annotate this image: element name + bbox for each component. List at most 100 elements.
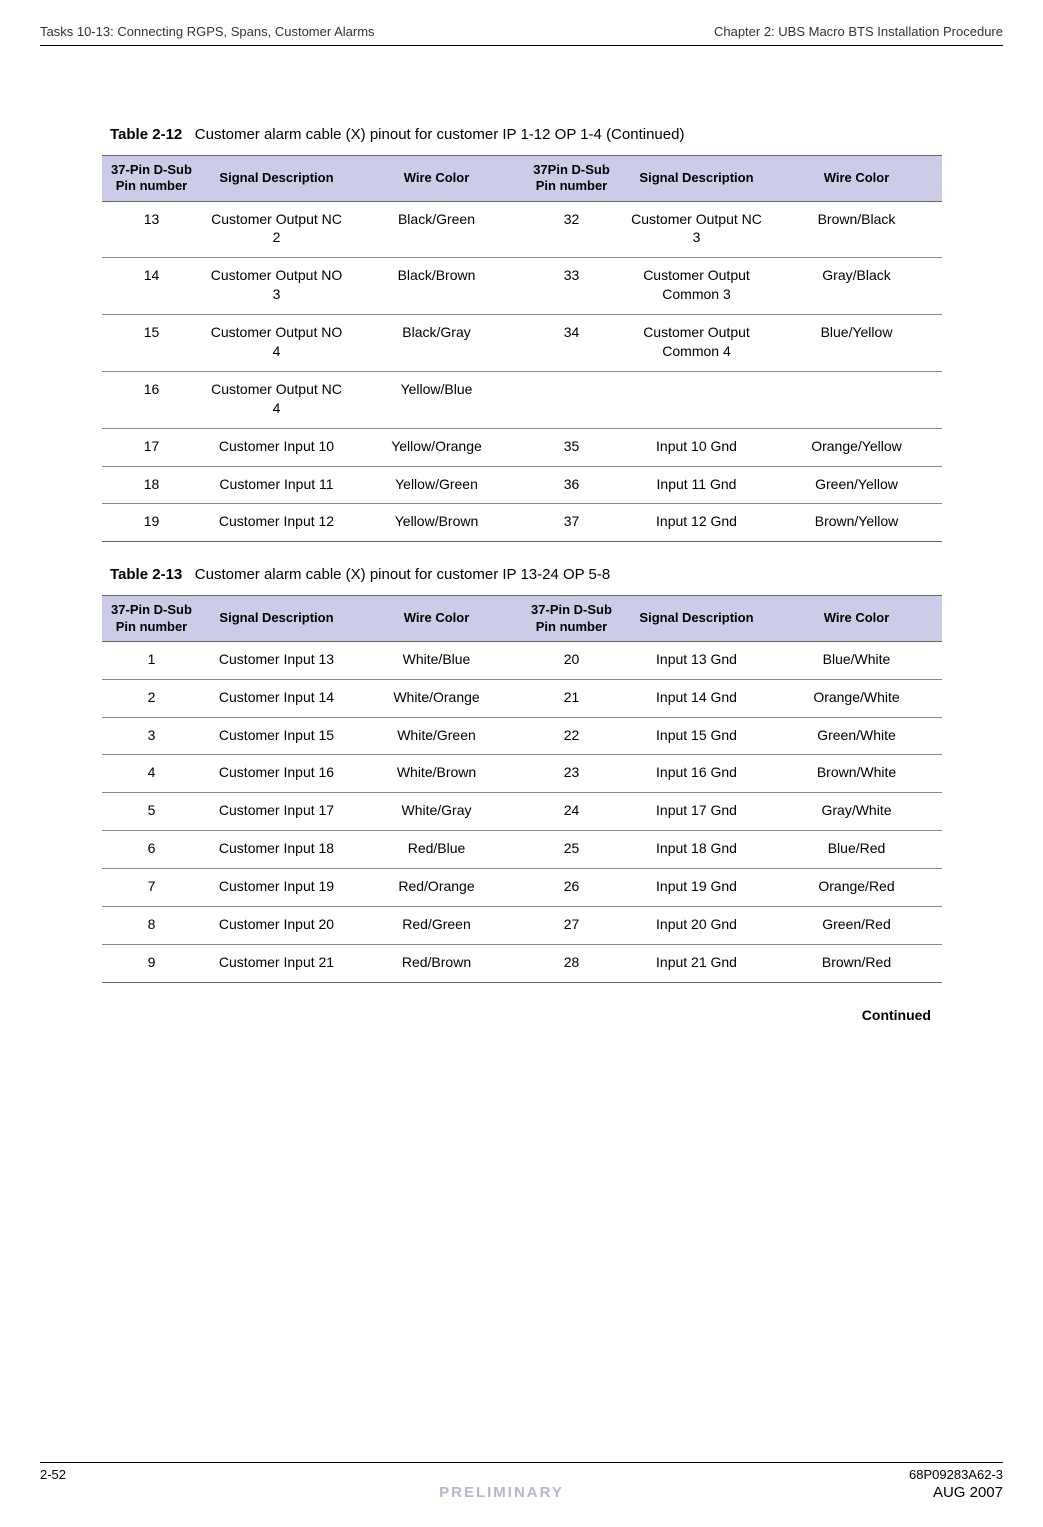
table-cell: Input 20 Gnd [622,907,772,945]
table-cell: Customer Output NC 3 [622,201,772,258]
table-row: 15Customer Output NO 4Black/Gray34Custom… [102,315,942,372]
table-cell: Input 17 Gnd [622,793,772,831]
footer-doc-number: 68P09283A62-3 [909,1467,1003,1482]
table-cell: Orange/Red [772,869,942,907]
table-cell: Red/Brown [352,944,522,982]
table-cell: Customer Input 15 [202,717,352,755]
table-2-12-header-row: 37-Pin D-Sub Pin number Signal Descripti… [102,156,942,202]
page-header: Tasks 10-13: Connecting RGPS, Spans, Cus… [40,24,1003,39]
table-row: 8Customer Input 20Red/Green27Input 20 Gn… [102,907,942,945]
table-cell: Customer Input 19 [202,869,352,907]
table-cell: Customer Input 20 [202,907,352,945]
table-cell: Customer Output Common 4 [622,315,772,372]
table-2-13-caption: Table 2-13 Customer alarm cable (X) pino… [110,566,1003,583]
table-cell: 34 [522,315,622,372]
th-sig-a: Signal Description [202,156,352,202]
th-color-b2: Wire Color [772,596,942,642]
table-cell: Input 14 Gnd [622,679,772,717]
table-cell: 16 [102,371,202,428]
table-cell: 3 [102,717,202,755]
footer-preliminary: PRELIMINARY [120,1484,883,1501]
continued-label: Continued [40,1007,931,1023]
table-cell: White/Orange [352,679,522,717]
table-row: 13Customer Output NC 2Black/Green32Custo… [102,201,942,258]
table-cell: Green/Yellow [772,466,942,504]
table-cell: Input 11 Gnd [622,466,772,504]
table-cell: Blue/White [772,641,942,679]
table-2-12-caption: Table 2-12 Customer alarm cable (X) pino… [110,126,1003,143]
table-cell: 20 [522,641,622,679]
table-row: 6Customer Input 18Red/Blue25Input 18 Gnd… [102,831,942,869]
table-cell: 33 [522,258,622,315]
table-cell: 23 [522,755,622,793]
footer-date: AUG 2007 [883,1484,1003,1501]
table-cell [522,371,622,428]
table-row: 2Customer Input 14White/Orange21Input 14… [102,679,942,717]
table-cell: 9 [102,944,202,982]
table-cell: White/Green [352,717,522,755]
table-cell: 2 [102,679,202,717]
table-cell: Customer Input 13 [202,641,352,679]
header-right: Chapter 2: UBS Macro BTS Installation Pr… [714,24,1003,39]
table-cell: Yellow/Orange [352,428,522,466]
table-cell: Input 10 Gnd [622,428,772,466]
table-cell: Input 12 Gnd [622,504,772,542]
table-cell: Customer Input 10 [202,428,352,466]
table-cell: Brown/White [772,755,942,793]
table-cell: Input 21 Gnd [622,944,772,982]
table-cell: Black/Green [352,201,522,258]
th-pin-a: 37-Pin D-Sub Pin number [102,156,202,202]
th-pin-a2: 37-Pin D-Sub Pin number [102,596,202,642]
table-cell: 19 [102,504,202,542]
table-cell: Customer Output NO 4 [202,315,352,372]
table-cell: Orange/White [772,679,942,717]
table-cell: Customer Input 14 [202,679,352,717]
table-cell: 18 [102,466,202,504]
table-row: 5Customer Input 17White/Gray24Input 17 G… [102,793,942,831]
footer-page-number: 2-52 [40,1467,66,1482]
table-cell: 5 [102,793,202,831]
table-cell: Input 16 Gnd [622,755,772,793]
table-cell: Black/Gray [352,315,522,372]
table-row: 7Customer Input 19Red/Orange26Input 19 G… [102,869,942,907]
table-row: 1Customer Input 13White/Blue20Input 13 G… [102,641,942,679]
table-cell: Customer Output NC 2 [202,201,352,258]
table-cell: Input 13 Gnd [622,641,772,679]
table-2-12: 37-Pin D-Sub Pin number Signal Descripti… [102,155,942,542]
table-cell: Yellow/Blue [352,371,522,428]
header-rule [40,45,1003,46]
table-cell: 4 [102,755,202,793]
table-cell: Customer Output Common 3 [622,258,772,315]
table-cell: 37 [522,504,622,542]
table-cell: Blue/Yellow [772,315,942,372]
table-cell: 13 [102,201,202,258]
table-cell: 15 [102,315,202,372]
table-cell: White/Blue [352,641,522,679]
table-cell: Input 19 Gnd [622,869,772,907]
table-row: 18Customer Input 11Yellow/Green36Input 1… [102,466,942,504]
table-2-12-title: Customer alarm cable (X) pinout for cust… [195,126,685,143]
table-cell: 21 [522,679,622,717]
table-cell: Customer Input 18 [202,831,352,869]
table-row: 4Customer Input 16White/Brown23Input 16 … [102,755,942,793]
table-cell: Red/Orange [352,869,522,907]
table-2-12-label: Table 2-12 [110,126,182,143]
table-cell: Customer Output NC 4 [202,371,352,428]
th-color-a2: Wire Color [352,596,522,642]
table-row: 16Customer Output NC 4Yellow/Blue [102,371,942,428]
header-left: Tasks 10-13: Connecting RGPS, Spans, Cus… [40,24,375,39]
table-2-13: 37-Pin D-Sub Pin number Signal Descripti… [102,595,942,983]
table-cell: Customer Input 11 [202,466,352,504]
th-sig-a2: Signal Description [202,596,352,642]
table-row: 17Customer Input 10Yellow/Orange35Input … [102,428,942,466]
table-cell: 24 [522,793,622,831]
table-cell [622,371,772,428]
table-cell: Black/Brown [352,258,522,315]
table-cell: 25 [522,831,622,869]
table-cell: Customer Input 12 [202,504,352,542]
table-cell: 8 [102,907,202,945]
table-cell: 6 [102,831,202,869]
table-cell: Gray/Black [772,258,942,315]
th-sig-b: Signal Description [622,156,772,202]
table-cell: 27 [522,907,622,945]
